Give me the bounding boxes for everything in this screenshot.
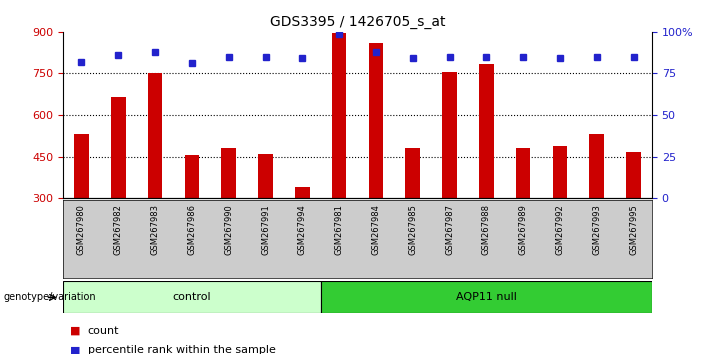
Text: control: control (172, 292, 211, 302)
Text: GSM267985: GSM267985 (408, 204, 417, 255)
Text: GSM267987: GSM267987 (445, 204, 454, 255)
Bar (332, 33, 346, 198)
Bar (479, 64, 494, 198)
Bar (626, 153, 641, 198)
Text: ■: ■ (70, 326, 81, 336)
Text: ■: ■ (70, 346, 81, 354)
Bar (442, 72, 457, 198)
Text: percentile rank within the sample: percentile rank within the sample (88, 346, 275, 354)
Text: GSM267991: GSM267991 (261, 204, 270, 255)
Text: genotype/variation: genotype/variation (4, 292, 96, 302)
Text: GSM267995: GSM267995 (629, 204, 638, 255)
Text: GSM267993: GSM267993 (592, 204, 601, 255)
Text: GSM267984: GSM267984 (372, 204, 381, 255)
Bar (369, 43, 383, 198)
Text: GSM267983: GSM267983 (151, 204, 160, 255)
Text: GSM267989: GSM267989 (519, 204, 528, 255)
Bar (405, 148, 420, 198)
Bar (222, 148, 236, 198)
Bar (111, 97, 125, 198)
FancyBboxPatch shape (63, 281, 320, 313)
Text: GSM267981: GSM267981 (334, 204, 343, 255)
Bar (148, 74, 163, 198)
Bar (184, 155, 199, 198)
Bar (516, 148, 531, 198)
Text: GSM267980: GSM267980 (77, 204, 86, 255)
Bar (552, 145, 567, 198)
Title: GDS3395 / 1426705_s_at: GDS3395 / 1426705_s_at (270, 16, 445, 29)
Text: GSM267992: GSM267992 (555, 204, 564, 255)
Text: GSM267988: GSM267988 (482, 204, 491, 255)
Bar (258, 154, 273, 198)
Bar (295, 187, 310, 198)
Bar (74, 135, 89, 198)
Text: GSM267982: GSM267982 (114, 204, 123, 255)
FancyBboxPatch shape (320, 281, 652, 313)
Text: GSM267990: GSM267990 (224, 204, 233, 255)
Text: GSM267986: GSM267986 (187, 204, 196, 255)
Text: GSM267994: GSM267994 (298, 204, 307, 255)
Bar (590, 135, 604, 198)
Text: AQP11 null: AQP11 null (456, 292, 517, 302)
Text: count: count (88, 326, 119, 336)
